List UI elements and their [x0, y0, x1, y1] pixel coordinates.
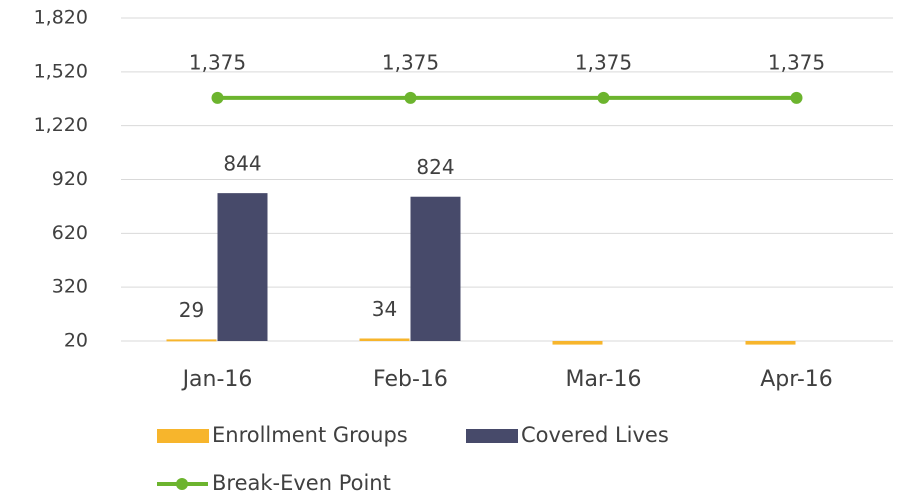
data-label: 824 — [416, 155, 454, 179]
line-point — [211, 91, 224, 104]
line-point — [404, 91, 417, 104]
line-point — [790, 91, 803, 104]
x-tick-label: Apr-16 — [760, 367, 833, 392]
y-tick-label: 920 — [52, 168, 88, 190]
x-tick-label: Mar-16 — [565, 367, 641, 392]
bar — [745, 341, 796, 345]
y-tick-label: 20 — [64, 330, 88, 352]
y-tick-label: 1,520 — [34, 60, 88, 82]
legend-swatch — [466, 429, 518, 443]
x-tick-label: Jan-16 — [181, 367, 253, 392]
legend-label: Break-Even Point — [212, 471, 391, 495]
data-label: 1,375 — [382, 50, 439, 74]
bar — [410, 196, 461, 341]
data-label: 34 — [372, 297, 397, 321]
data-label: 1,375 — [575, 50, 632, 74]
legend-marker — [176, 478, 188, 490]
data-label: 844 — [223, 152, 261, 176]
data-label: 1,375 — [768, 50, 825, 74]
legend-swatch — [157, 429, 209, 443]
y-tick-label: 320 — [52, 276, 88, 298]
x-tick-label: Feb-16 — [373, 367, 448, 392]
data-label: 1,375 — [189, 50, 246, 74]
bar — [359, 338, 410, 341]
y-tick-label: 620 — [52, 222, 88, 244]
bar — [217, 193, 268, 341]
legend-label: Enrollment Groups — [212, 423, 408, 447]
data-label: 29 — [179, 298, 204, 322]
y-tick-label: 1,820 — [34, 7, 88, 29]
bar — [552, 341, 603, 345]
y-tick-label: 1,220 — [34, 114, 88, 136]
legend-label: Covered Lives — [521, 423, 669, 447]
bar — [166, 339, 217, 342]
line-point — [597, 91, 610, 104]
